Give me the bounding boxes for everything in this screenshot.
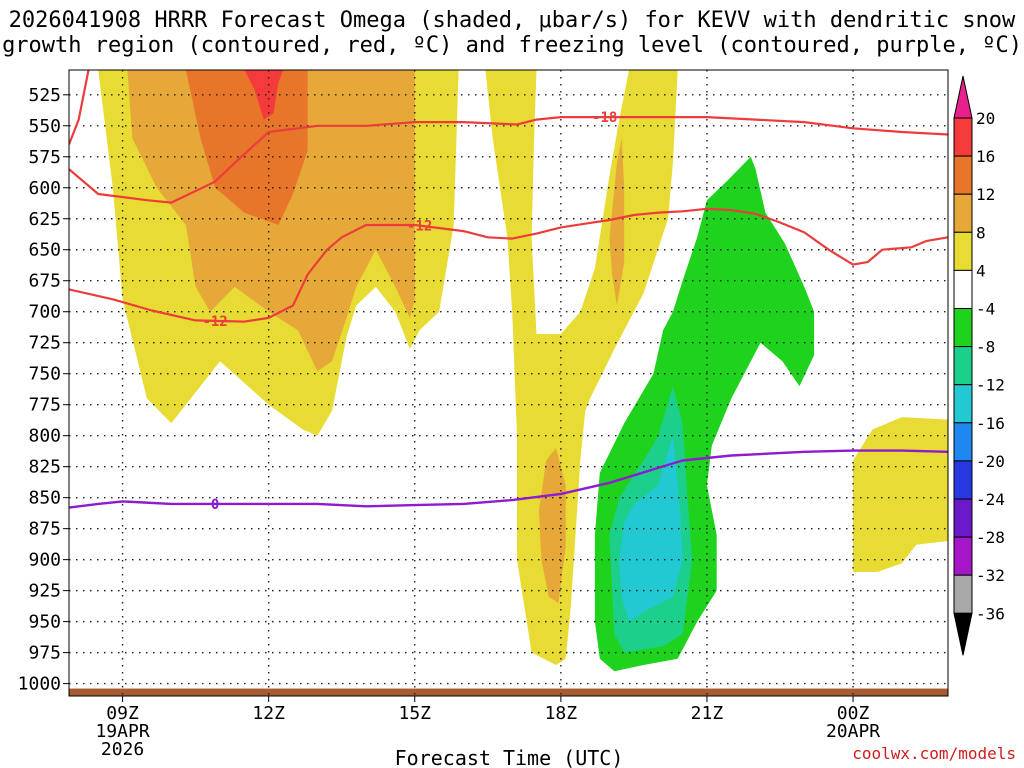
colorbar-bin-2: [953, 193, 973, 233]
x-tick-label-18Z: 18Z: [545, 703, 578, 724]
y-tick-label-675: 675: [28, 271, 61, 292]
y-tick-label-775: 775: [28, 395, 61, 416]
colorbar-label-7: -12: [976, 376, 1005, 395]
y-tick-label-700: 700: [28, 302, 61, 323]
omega-region-2: [853, 417, 948, 572]
y-tick-label-550: 550: [28, 116, 61, 137]
colorbar-bin-9: [953, 460, 973, 500]
y-tick-label-525: 525: [28, 85, 61, 106]
contour-layer: -18 -12 -12 0: [69, 70, 948, 513]
colorbar-label-9: -20: [976, 452, 1005, 471]
y-tick-label-900: 900: [28, 550, 61, 571]
colorbar-bin-12: [953, 574, 973, 614]
dgz-contour-label-3: -12: [202, 314, 227, 330]
y-tick-label-1000: 1000: [18, 674, 61, 695]
colorbar-label-10: -24: [976, 490, 1005, 509]
omega-region-6: [185, 70, 308, 225]
colorbar-label-0: 20: [976, 109, 995, 128]
colorbar-label-4: 4: [976, 261, 986, 280]
x-tick-label-00Z: 00Z: [837, 703, 870, 724]
freezing-level-label: 0: [211, 497, 219, 513]
y-tick-label-825: 825: [28, 457, 61, 478]
terrain-layer: [69, 688, 948, 696]
colorbar-label-13: -36: [976, 604, 1005, 623]
colorbar-bin-4: [953, 269, 973, 309]
y-tick-label-850: 850: [28, 488, 61, 509]
y-tick-label-875: 875: [28, 519, 61, 540]
y-tick-label-800: 800: [28, 426, 61, 447]
colorbar-bin-11: [953, 536, 973, 576]
colorbar-label-6: -8: [976, 338, 995, 357]
colorbar-bin-5: [953, 308, 973, 348]
colorbar-bin-0: [953, 117, 973, 157]
colorbar-label-8: -16: [976, 414, 1005, 433]
site-credit: coolwx.com/models: [852, 744, 1016, 763]
colorbar-bin-8: [953, 422, 973, 462]
y-tick-label-625: 625: [28, 209, 61, 230]
dgz-contour-0: [69, 70, 90, 145]
omega-region-7: [244, 70, 284, 120]
colorbar-label-1: 16: [976, 147, 995, 166]
x-tick-date-09Z: 19APR: [95, 721, 149, 742]
dgz-contour-label-1: -18: [592, 110, 617, 126]
y-tick-label-725: 725: [28, 333, 61, 354]
y-tick-label-975: 975: [28, 643, 61, 664]
colorbar-top-arrow: [953, 75, 973, 119]
y-tick-label-650: 650: [28, 240, 61, 261]
colorbar: 20 16 12 8 4 -4 -8 -12 -16 -20 -24 -28 -32 -36: [953, 75, 1005, 656]
colorbar-label-12: -32: [976, 566, 1005, 585]
x-tick-label-15Z: 15Z: [398, 703, 431, 724]
colorbar-label-11: -28: [976, 528, 1005, 547]
colorbar-bottom-arrow: [953, 612, 973, 656]
omega-region-5: [609, 138, 625, 306]
omega-fill-layer: [98, 70, 948, 672]
y-tick-label-925: 925: [28, 581, 61, 602]
terrain-strip: [69, 688, 948, 696]
colorbar-bin-7: [953, 384, 973, 424]
x-axis-label: Forecast Time (UTC): [395, 746, 624, 768]
colorbar-bin-10: [953, 498, 973, 538]
x-tick-date-00Z: 20APR: [826, 721, 880, 742]
freezing-level-line: [69, 449, 948, 509]
y-tick-label-575: 575: [28, 147, 61, 168]
omega-region-4: [538, 448, 566, 603]
colorbar-bin-1: [953, 155, 973, 195]
colorbar-label-2: 12: [976, 185, 995, 204]
colorbar-bin-3: [953, 231, 973, 271]
dgz-contour-label-2: -12: [407, 219, 432, 235]
x-tick-label-09Z: 09Z: [106, 703, 139, 724]
colorbar-label-5: -4: [976, 300, 995, 319]
dgz-contour-2: [268, 207, 948, 319]
y-tick-label-750: 750: [28, 364, 61, 385]
dgz-contour-1: [69, 115, 948, 204]
chart-title-line-2: growth region (contoured, red, ºC) and f…: [2, 33, 1022, 58]
x-tick-label-12Z: 12Z: [252, 703, 285, 724]
chart-title-line-1: 2026041908 HRRR Forecast Omega (shaded, …: [8, 8, 1016, 33]
y-axis: 525 550 575 600 625 650 675 700 725 750 775 800 825 8…: [18, 85, 69, 695]
dgz-contour-3: [69, 288, 269, 323]
y-tick-label-600: 600: [28, 178, 61, 199]
plot-frame: [68, 69, 949, 697]
x-tick-year-09Z: 2026: [101, 739, 144, 760]
colorbar-bin-6: [953, 346, 973, 386]
y-tick-label-950: 950: [28, 612, 61, 633]
x-tick-label-21Z: 21Z: [691, 703, 724, 724]
colorbar-label-3: 8: [976, 223, 986, 242]
